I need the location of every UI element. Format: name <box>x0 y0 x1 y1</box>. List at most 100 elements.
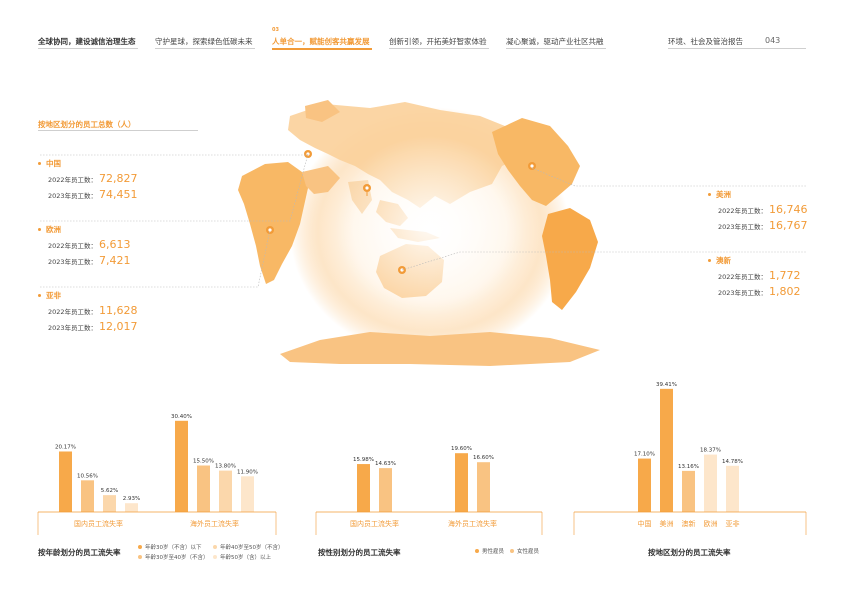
chart-age-title: 按年龄划分的员工流失率 <box>38 548 121 557</box>
nav-item-report[interactable]: 环境、社会及管治报告 <box>668 36 806 49</box>
bar <box>379 468 392 512</box>
category-label: 欧洲 <box>704 519 718 528</box>
row-label: 2022年员工数： <box>48 176 98 184</box>
pin-china <box>363 184 371 196</box>
nav-item-innovation[interactable]: 创新引领，开拓美好智家体验 <box>389 36 489 49</box>
continent-south-america <box>542 208 598 310</box>
region-asia-africa: 亚非 2022年员工数： 11,628 2023年员工数： 12,017 <box>38 290 138 333</box>
bar-value-label: 30.40% <box>171 414 192 420</box>
bar-value-label: 2.93% <box>123 496 140 502</box>
world-map <box>230 96 630 368</box>
bar <box>103 495 116 512</box>
legend-swatch <box>510 549 514 553</box>
pin-america <box>528 162 536 170</box>
row-label: 2023年员工数： <box>718 289 768 297</box>
top-navigation: 全球协同，建设诚信治理生态 守护星球，探索绿色低碳未来 03 人单合一，赋能创客… <box>0 0 843 60</box>
bullet-icon <box>38 294 41 297</box>
row-value: 12,017 <box>99 320 138 333</box>
row-label: 2022年员工数： <box>48 308 98 316</box>
row-label: 2023年员工数： <box>48 324 98 332</box>
category-label: 海外员工流失率 <box>448 519 497 528</box>
bullet-icon <box>708 259 711 262</box>
bar <box>125 503 138 512</box>
chart-gender-title: 按性别划分的员工流失率 <box>318 548 401 557</box>
section-divider <box>38 130 198 131</box>
nav-item-green[interactable]: 守护星球，探索绿色低碳未来 <box>155 36 255 49</box>
bar <box>197 465 210 512</box>
continent-antarctica <box>280 332 600 366</box>
nav-item-community[interactable]: 凝心聚诚，驱动产业社区共融 <box>506 36 606 49</box>
nav-item-governance[interactable]: 全球协同，建设诚信治理生态 <box>38 36 138 49</box>
region-name: 澳新 <box>716 256 731 265</box>
legend-swatch <box>213 555 217 559</box>
category-label: 海外员工流失率 <box>190 519 239 528</box>
page-number: 043 <box>765 36 781 45</box>
world-map-graphic <box>238 100 600 366</box>
bar <box>81 480 94 512</box>
bullet-icon <box>38 228 41 231</box>
bar-value-label: 11.90% <box>237 469 258 475</box>
row-value: 7,421 <box>99 254 131 267</box>
legend-item: 男性雇员 <box>475 547 504 555</box>
bar <box>726 465 739 512</box>
chart-gender-turnover: 15.98% 14.63% 国内员工流失率 19.60% 16.60% 海外员工流失率 <box>312 390 547 536</box>
row-label: 2022年员工数： <box>48 242 98 250</box>
region-name: 亚非 <box>46 291 61 300</box>
chapter-number: 03 <box>272 27 279 33</box>
bar-value-label: 13.16% <box>678 464 699 470</box>
bar-value-label: 14.78% <box>722 459 743 465</box>
nav-item-employees[interactable]: 03 人单合一，赋能创客共赢发展 <box>272 27 372 50</box>
legend-item: 年龄40岁至50岁（不含） <box>213 543 284 551</box>
legend-item: 年龄30岁至40岁（不含） <box>138 553 209 561</box>
bar-value-label: 18.37% <box>700 448 721 454</box>
bullet-icon <box>38 162 41 165</box>
bar <box>59 451 72 512</box>
continent-africa <box>238 162 308 284</box>
legend-item: 年龄30岁（不含）以下 <box>138 543 202 551</box>
region-europe: 欧洲 2022年员工数： 6,613 2023年员工数： 7,421 <box>38 224 131 267</box>
region-name: 欧洲 <box>46 225 61 234</box>
bar <box>477 462 490 512</box>
chart-age-turnover: 20.17% 10.56% 5.62% 2.93% 国内员工流失率 30.40% 15.50… <box>30 390 280 536</box>
category-label: 国内员工流失率 <box>350 519 399 528</box>
row-value: 1,772 <box>769 269 801 282</box>
legend-swatch <box>138 545 142 549</box>
chart-region-title: 按地区划分的员工流失率 <box>648 548 731 557</box>
bullet-icon <box>708 193 711 196</box>
bar <box>241 476 254 512</box>
row-value: 11,628 <box>99 304 138 317</box>
category-label: 国内员工流失率 <box>74 519 123 528</box>
continent-north-america <box>492 118 580 206</box>
continent-greenland <box>305 100 340 122</box>
legend-item: 女性雇员 <box>510 547 539 555</box>
category-label: 亚非 <box>726 519 740 528</box>
row-value: 16,746 <box>769 203 808 216</box>
bar <box>704 454 717 512</box>
bar-value-label: 19.60% <box>451 446 472 452</box>
row-label: 2022年员工数： <box>718 273 768 281</box>
row-value: 1,802 <box>769 285 801 298</box>
bar <box>682 470 695 512</box>
row-value: 72,827 <box>99 172 138 185</box>
section-title: 按地区划分的员工总数（人） <box>38 120 136 129</box>
region-name: 美洲 <box>716 190 731 199</box>
bar-value-label: 13.80% <box>215 464 236 470</box>
category-label: 中国 <box>638 519 652 528</box>
bar-value-label: 20.17% <box>55 444 76 450</box>
legend-swatch <box>213 545 217 549</box>
chart-gender-svg: 15.98%14.63% 国内员工流失率 19.60%16.60% 海外员工流失率 <box>315 446 543 536</box>
region-china: 中国 2022年员工数： 72,827 2023年员工数： 74,451 <box>38 158 138 201</box>
bar <box>175 420 188 512</box>
legend-swatch <box>138 555 142 559</box>
chart-region-turnover: 17.10% 中国 39.41% 美洲 13.16% 澳新 18.37% 欧洲 14.78% 亚非 <box>570 370 810 536</box>
legend-item: 年龄50岁（含）以上 <box>213 553 271 561</box>
bar <box>357 464 370 512</box>
bar-value-label: 39.41% <box>656 382 677 388</box>
legend-swatch <box>475 549 479 553</box>
region-anz: 澳新 2022年员工数： 1,772 2023年员工数： 1,802 <box>708 255 801 298</box>
category-label: 澳新 <box>682 519 696 528</box>
bar-value-label: 5.62% <box>101 488 118 494</box>
bar-value-label: 15.50% <box>193 459 214 465</box>
category-label: 美洲 <box>660 519 674 528</box>
